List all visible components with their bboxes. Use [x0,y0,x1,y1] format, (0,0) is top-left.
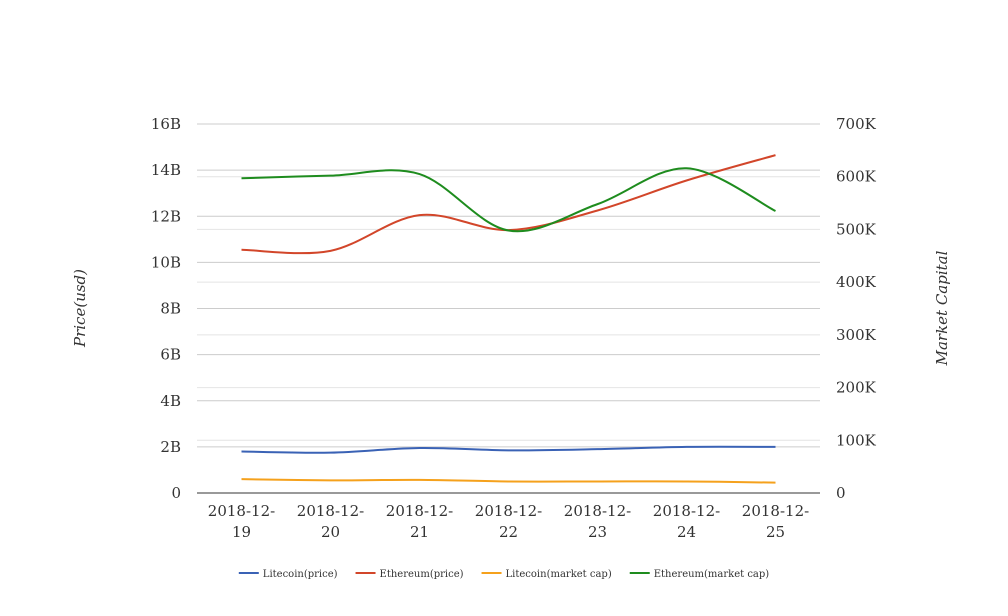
y2-tick-label: 400K [836,273,877,291]
series-line-litecoin-price [241,445,776,454]
legend-label: Litecoin(market cap) [506,569,612,580]
x-tick-label: 2018-12-19 [208,502,275,541]
y-tick-label: 8B [160,300,181,318]
gridlines [197,123,820,448]
y2-tick-label: 0 [836,484,846,502]
y-tick-label: 2B [160,438,181,456]
y2-tick-label: 100K [836,431,877,449]
x-tick-label: 2018-12-23 [564,502,631,541]
y-tick-label: 4B [160,392,181,410]
x-tick-label: 2018-12-22 [475,502,542,541]
y2-axis-title: Market Capital [933,250,951,366]
y2-tick-label: 500K [836,220,877,238]
x-tick-label: 2018-12-21 [386,502,453,541]
x-tick-label: 2018-12-25 [742,502,809,541]
y-tick-label: 0 [171,484,181,502]
y2-tick-label: 600K [836,168,877,186]
y-tick-label: 12B [151,207,181,225]
legend-label: Ethereum(market cap) [654,569,770,580]
y-tick-label: 16B [151,115,181,133]
series-line-ethereum-market-cap [241,167,776,233]
x-tick-label: 2018-12-20 [297,502,364,541]
y-axis-title: Price(usd) [71,269,89,348]
y-tick-label: 14B [151,161,181,179]
legend: Litecoin(price) Ethereum(price) Litecoin(m… [238,569,770,580]
y2-tick-label: 700K [836,115,877,133]
y2-tick-label: 200K [836,379,877,397]
y-tick-label: 10B [151,253,181,271]
x-tick-label: 2018-12-24 [653,502,720,541]
series-lines [241,154,776,484]
series-line-litecoin-market-cap [241,478,776,484]
y2-tick-label: 300K [836,326,877,344]
axes: 0 2B 4B 6B 8B 10B 12B 14B 16B 0 100K 200K 300K 400K 50… [151,115,877,541]
legend-label: Ethereum(price) [380,569,464,580]
legend-label: Litecoin(price) [263,569,338,580]
y-tick-label: 6B [160,346,181,364]
